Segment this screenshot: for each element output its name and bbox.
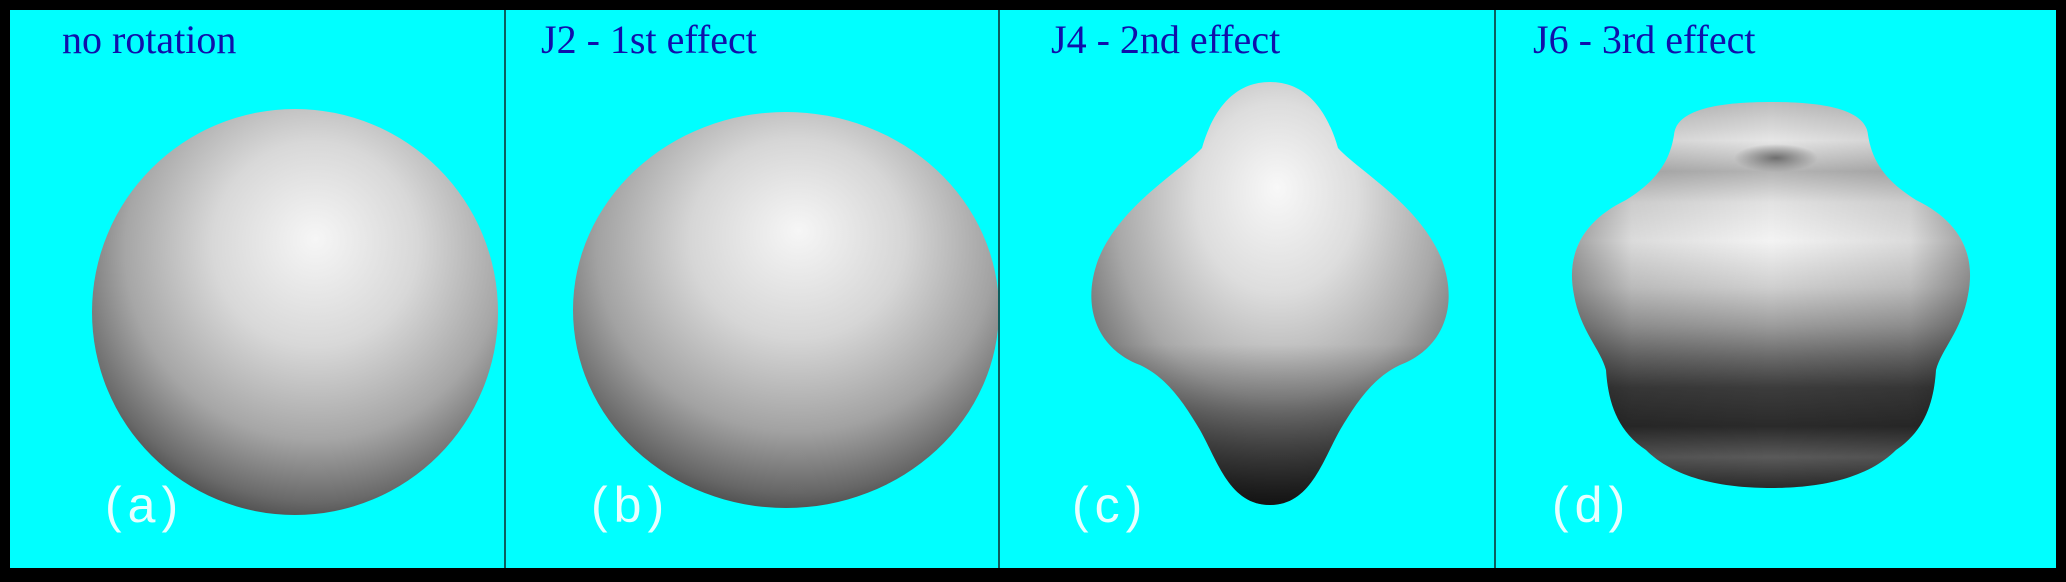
panel-title: J6 - 3rd effect <box>1533 17 1756 62</box>
panel-divider <box>998 10 1000 568</box>
panel-sublabel: (a) <box>105 477 185 533</box>
panel-a: no rotation (a) <box>10 10 504 568</box>
j4-body-shape <box>1091 82 1449 505</box>
panel-sublabel: (b) <box>591 477 671 533</box>
panel-divider <box>1494 10 1496 568</box>
sphere-surface <box>92 109 498 515</box>
panel-b: J2 - 1st effect (b) <box>506 10 998 568</box>
sphere-shape <box>92 109 498 515</box>
panel-divider <box>504 10 506 568</box>
panel-sublabel: (c) <box>1072 477 1149 533</box>
oblate-sphere-shape <box>573 112 998 508</box>
panel-title: no rotation <box>62 17 237 62</box>
panel-title: J4 - 2nd effect <box>1051 17 1281 62</box>
oblate-surface <box>573 112 998 508</box>
panel-sublabel: (d) <box>1552 477 1632 533</box>
panel-c: J4 - 2nd effect (c) <box>1000 10 1494 568</box>
panel-d: J6 - 3rd effect <box>1496 10 2056 568</box>
panel-title: J2 - 1st effect <box>541 17 757 62</box>
j6-top-dimple <box>1734 144 1818 172</box>
j6-body-shape <box>1571 102 1971 488</box>
